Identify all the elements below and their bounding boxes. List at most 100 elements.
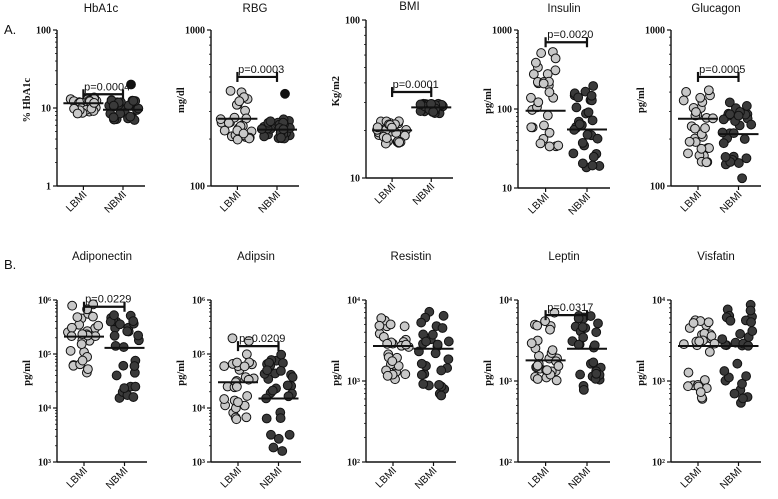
data-point-lbmi	[690, 123, 700, 134]
data-point-lbmi	[553, 361, 564, 371]
y-axis-label: pg/ml	[483, 88, 494, 114]
data-point-nbmi	[125, 111, 136, 122]
x-tick-label-lbmi: LBMI	[218, 465, 244, 491]
data-point-nbmi	[111, 370, 122, 381]
data-point-nbmi	[725, 109, 735, 120]
x-tick-label-nbmi: NBMI	[410, 181, 437, 208]
y-tick-label: 10³	[38, 458, 51, 469]
data-point-nbmi	[133, 330, 144, 341]
chart-title: Insulin	[547, 3, 580, 15]
data-point-lbmi	[553, 140, 564, 151]
p-value-label: p=0.0001	[393, 79, 439, 91]
data-point-nbmi	[108, 112, 119, 123]
data-point-nbmi	[122, 326, 133, 337]
data-point-lbmi	[394, 137, 405, 148]
data-point-nbmi	[587, 160, 598, 171]
y-axis-label: pg/ml	[176, 360, 187, 386]
chart-panel-adipsin: Adipsin 10³ 10⁴ 10⁵ 10⁶ pg/ml LBMI NBMI p=0.0209	[176, 251, 301, 492]
data-point-nbmi	[735, 329, 746, 339]
data-point-nbmi	[118, 360, 129, 371]
data-point-nbmi	[575, 369, 586, 380]
y-tick-label: 10³	[499, 377, 512, 388]
data-point-lbmi	[219, 125, 230, 136]
y-tick-label: 10²	[347, 458, 360, 469]
chart-title: Leptin	[548, 251, 579, 263]
data-point-nbmi	[276, 349, 287, 360]
data-point-nbmi	[577, 158, 588, 169]
data-point-nbmi	[577, 322, 588, 333]
p-value-label: p=0.0229	[85, 294, 131, 306]
data-point-lbmi	[550, 65, 561, 76]
y-tick-label: 100	[190, 182, 205, 193]
data-point-nbmi	[267, 385, 278, 396]
data-point-lbmi	[232, 357, 242, 368]
data-point-lbmi	[526, 338, 537, 349]
data-point-lbmi	[695, 92, 706, 103]
data-point-nbmi	[737, 378, 747, 389]
y-tick-label: 10⁴	[347, 296, 360, 307]
data-point-nbmi	[436, 365, 447, 376]
y-tick-label: 10³	[652, 377, 665, 388]
data-point-nbmi	[443, 354, 454, 365]
y-tick-label: 1000	[645, 26, 665, 37]
data-point-nbmi	[741, 101, 752, 111]
p-value-label: p=0.0209	[239, 333, 285, 345]
data-point-lbmi	[696, 143, 707, 154]
y-tick-label: 1000	[185, 26, 205, 37]
y-axis-label: pg/ml	[636, 87, 647, 113]
y-axis-label: pg/ml	[636, 360, 647, 386]
data-point-nbmi	[110, 341, 121, 351]
chart-title: Adipsin	[237, 251, 275, 263]
chart-title: Glucagon	[691, 3, 740, 15]
data-point-nbmi	[733, 110, 744, 121]
x-tick-label-lbmi: LBMI	[678, 465, 704, 491]
x-tick-label-lbmi: LBMI	[372, 181, 398, 207]
data-point-nbmi	[275, 413, 286, 424]
y-tick-label: 10⁴	[192, 404, 205, 415]
data-point-lbmi	[227, 333, 238, 344]
x-tick-label-nbmi: NBMI	[566, 465, 593, 492]
data-point-nbmi	[443, 336, 454, 347]
data-point-nbmi	[432, 339, 443, 350]
y-axis-label: pg/ml	[22, 360, 33, 386]
data-point-nbmi	[128, 95, 139, 106]
chart-title: RBG	[243, 3, 268, 15]
data-point-nbmi	[738, 393, 748, 404]
x-tick-label-nbmi: NBMI	[104, 465, 131, 492]
data-point-lbmi	[231, 381, 242, 392]
data-point-nbmi	[583, 107, 594, 118]
x-tick-label-lbmi: LBMI	[526, 191, 552, 217]
data-point-lbmi	[72, 312, 83, 323]
data-point-nbmi	[741, 153, 752, 164]
data-point-nbmi	[438, 310, 449, 321]
data-point-lbmi	[703, 85, 714, 96]
data-point-nbmi	[571, 102, 582, 113]
p-value-label: p=0.0317	[547, 302, 593, 314]
data-point-nbmi	[717, 334, 728, 345]
outlier-point	[280, 88, 290, 99]
chart-title: HbA1c	[84, 3, 119, 15]
y-tick-label: 10	[502, 184, 512, 195]
x-tick-label-nbmi: NBMI	[718, 465, 745, 492]
data-point-lbmi	[83, 364, 93, 375]
data-point-lbmi	[93, 320, 104, 331]
x-tick-label-nbmi: NBMI	[102, 189, 129, 216]
data-point-lbmi	[241, 349, 252, 360]
y-tick-label: 100	[345, 16, 360, 27]
data-point-nbmi	[733, 158, 744, 168]
y-tick-label: 10⁴	[652, 296, 665, 307]
data-point-lbmi	[67, 322, 77, 333]
data-point-lbmi	[700, 123, 710, 133]
data-point-nbmi	[437, 323, 448, 333]
data-point-nbmi	[273, 433, 284, 444]
y-tick-label: 100	[650, 182, 665, 193]
data-point-lbmi	[526, 122, 537, 133]
y-tick-label: 100	[497, 105, 512, 116]
data-point-lbmi	[704, 347, 715, 357]
data-point-nbmi	[729, 388, 740, 399]
data-point-nbmi	[718, 138, 729, 149]
data-point-lbmi	[532, 374, 543, 384]
y-tick-label: 10	[350, 174, 360, 185]
data-point-nbmi	[109, 330, 120, 341]
data-point-lbmi	[382, 370, 393, 381]
